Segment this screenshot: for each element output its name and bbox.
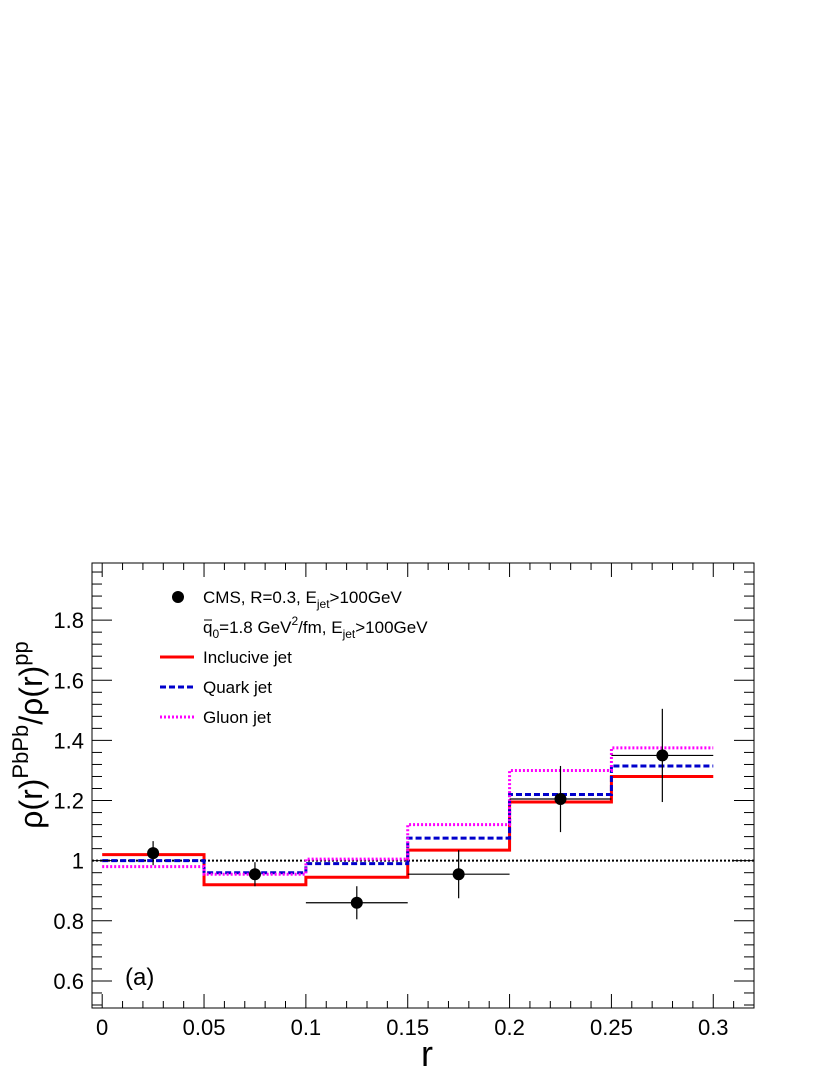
y-tick-label: 1.6 — [53, 668, 84, 693]
data-point-1 — [248, 868, 261, 881]
plot-area — [92, 708, 754, 920]
x-tick-label: 0 — [96, 1015, 108, 1040]
legend-cms-sub: jet — [316, 597, 330, 611]
x-tick-label: 0.05 — [183, 1015, 226, 1040]
x-tick-label: 0.25 — [590, 1015, 633, 1040]
panel-label: (a) — [125, 964, 154, 991]
legend-q0-subjet: jet — [342, 627, 356, 641]
x-tick-label: 0.3 — [698, 1015, 729, 1040]
legend-cms-part1: CMS, R=0.3, E — [203, 588, 317, 607]
y-axis-title-sup2: pp — [8, 641, 33, 665]
data-point-0 — [147, 847, 160, 860]
y-tick-label: 1.8 — [53, 608, 84, 633]
legend-marker-cms — [172, 591, 184, 603]
series-gluon-jet — [102, 746, 714, 876]
legend-label-cms: CMS, R=0.3, Ejet>100GeV — [203, 588, 403, 611]
legend-q0-cut: >100GeV — [355, 618, 428, 637]
legend-label-q0: q0=1.8 GeV2/fm, Ejet>100GeV — [203, 614, 428, 641]
legend-q0-sup2: 2 — [291, 614, 298, 628]
x-axis-title: r — [421, 1033, 433, 1074]
legend: CMS, R=0.3, Ejet>100GeV q0=1.8 GeV2/fm, … — [160, 588, 428, 727]
data-point-4 — [554, 793, 567, 806]
y-tick-label: 0.6 — [53, 969, 84, 994]
legend-label-gluon: Gluon jet — [203, 708, 271, 727]
x-tick-label: 0.2 — [494, 1015, 525, 1040]
x-tick-label: 0.15 — [386, 1015, 429, 1040]
axes: 0 0.05 0.1 0.15 0.2 0.25 0.3 0.6 0.8 1 1.2 1.4 1.6 1.… — [53, 562, 755, 1040]
legend-q0-sub0: 0 — [212, 627, 219, 641]
data-point-5 — [656, 749, 669, 762]
y-tick-label: 1.2 — [53, 789, 84, 814]
plot-frame — [91, 562, 755, 1009]
data-point-2 — [350, 896, 363, 909]
y-axis-title-sup1: PbPb — [8, 725, 33, 779]
x-tick-label: 0.1 — [291, 1015, 322, 1040]
legend-label-inclusive: Inclucive jet — [203, 648, 292, 667]
y-tick-label: 0.8 — [53, 909, 84, 934]
legend-cms-part2: >100GeV — [330, 588, 403, 607]
legend-q0-val: =1.8 GeV — [219, 618, 292, 637]
y-axis-title-base: ρ(r) — [13, 779, 49, 829]
y-axis-title: ρ(r)PbPb/ρ(r)pp — [8, 641, 49, 829]
y-axis-title-mid: /ρ(r) — [13, 666, 49, 725]
legend-q0-unit: /fm, E — [298, 618, 342, 637]
legend-label-quark: Quark jet — [203, 678, 272, 697]
y-tick-label: 1.4 — [53, 728, 84, 753]
y-tick-label: 1 — [72, 849, 84, 874]
legend-q0-q: q — [203, 618, 212, 637]
data-point-3 — [452, 868, 465, 881]
